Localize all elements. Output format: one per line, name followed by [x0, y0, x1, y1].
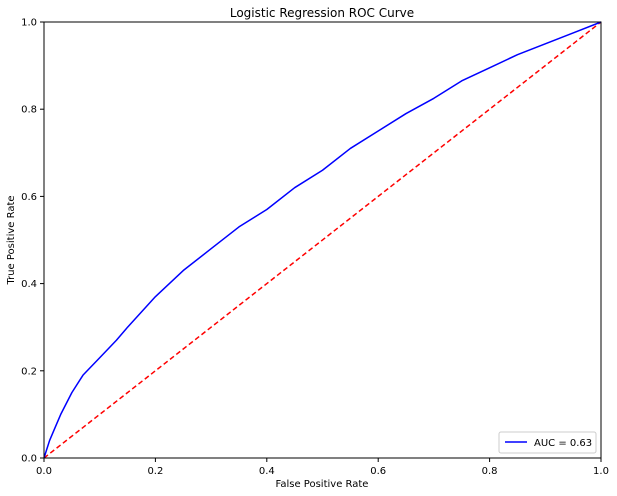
legend-label: AUC = 0.63: [534, 438, 592, 449]
legend: AUC = 0.63: [498, 431, 597, 454]
x-tick-label: 0.8: [482, 466, 498, 477]
diagonal-reference-line: [43, 21, 602, 459]
x-tick-label: 1.0: [593, 466, 609, 477]
x-axis-label: False Positive Rate: [276, 479, 369, 490]
y-tick-label: 0.0: [21, 454, 37, 465]
chart-title: Logistic Regression ROC Curve: [230, 6, 414, 20]
y-axis: 0.0 0.2 0.4 0.6 0.8 1.0: [21, 18, 44, 465]
y-tick-label: 0.2: [21, 366, 37, 377]
x-tick-label: 0.0: [36, 466, 52, 477]
x-axis: 0.0 0.2 0.4 0.6 0.8 1.0: [36, 458, 609, 477]
plot-frame: [43, 21, 602, 459]
x-tick-label: 0.6: [370, 466, 386, 477]
y-tick-label: 0.4: [21, 279, 37, 290]
x-tick-label: 0.4: [259, 466, 275, 477]
x-tick-label: 0.2: [147, 466, 163, 477]
plot-series: [43, 21, 602, 459]
roc-curve-line: [43, 21, 602, 459]
y-tick-label: 0.6: [21, 192, 37, 203]
legend-box: [498, 431, 597, 454]
y-tick-label: 0.8: [21, 105, 37, 116]
y-axis-label: True Positive Rate: [6, 195, 17, 285]
y-tick-label: 1.0: [21, 18, 37, 29]
